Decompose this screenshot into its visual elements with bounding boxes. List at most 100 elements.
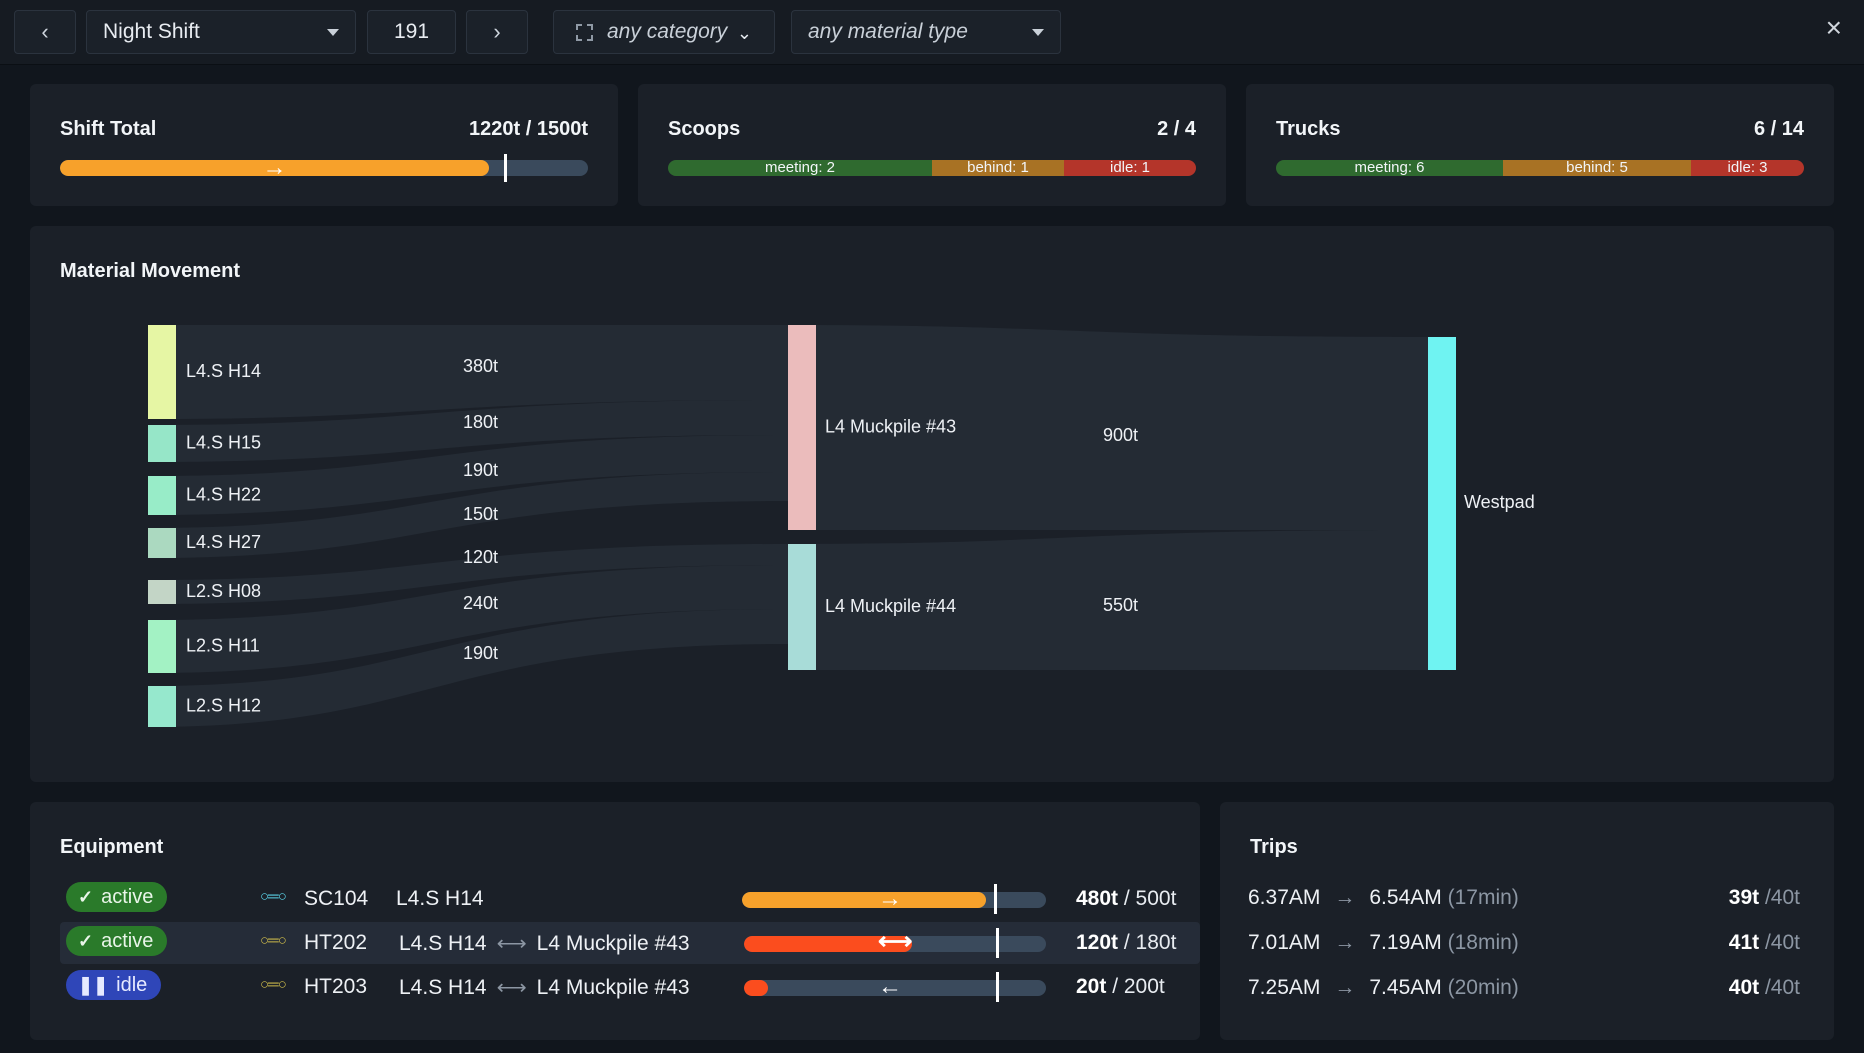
trip-duration: (18min) [1447, 931, 1519, 954]
trip-end: 6.54AM [1369, 886, 1442, 909]
truck-icon: ○═○ [260, 976, 287, 993]
trucks-status-bar: meeting: 6 behind: 5 idle: 3 [1276, 160, 1804, 176]
shift-total-progress-bar [60, 160, 588, 176]
equipment-progress-bar [744, 936, 1046, 952]
trip-duration: (17min) [1447, 886, 1519, 909]
status-label: active [101, 885, 154, 908]
flow-value-label: 190t [463, 460, 498, 480]
select-area-icon [576, 23, 593, 41]
route-from: L4.S H14 [399, 932, 487, 955]
trip-load-value: 40t [1728, 976, 1760, 999]
trip-start: 7.25AM [1248, 976, 1321, 999]
shift-total-progress-fill [60, 160, 489, 176]
material-movement-panel: Material Movement L4.S H14 380t L4.S H15 18… [30, 226, 1834, 782]
equipment-progress-bar [744, 980, 1046, 996]
trucks-count: 6 / 14 [1753, 118, 1804, 140]
scoops-count: 2 / 4 [1157, 118, 1196, 140]
equipment-progress-bar [742, 892, 1046, 908]
trip-capacity: /40t [1764, 931, 1800, 954]
source-node [148, 425, 176, 462]
trucks-title: Trucks [1276, 118, 1341, 140]
arrow-right-icon: → [1334, 886, 1356, 909]
trip-row[interactable]: 6.37AM → 6.54AM (17min) [1248, 886, 1708, 910]
source-node-label: L2.S H08 [186, 581, 261, 601]
route-from: L4.S H14 [399, 976, 487, 999]
equipment-route: L4.S H14 ⟷ L4 Muckpile #43 [399, 931, 690, 956]
trip-row[interactable]: 7.25AM → 7.45AM (20min) [1248, 976, 1708, 1000]
check-icon: ✓ [78, 886, 94, 907]
equipment-progress-fill [742, 892, 986, 908]
trip-load: 41t /40t [1729, 931, 1800, 955]
source-node-label: L2.S H12 [186, 695, 261, 715]
equipment-row[interactable]: ✓ active ○═○ SC104 L4.S H14 → 480t / 500… [60, 878, 1200, 920]
caret-down-icon [327, 29, 339, 36]
next-shift-button[interactable]: › [466, 10, 528, 54]
trip-load: 40t /40t [1729, 976, 1800, 1000]
scoop-icon: ○═○ [260, 888, 287, 905]
close-icon[interactable]: × [1825, 12, 1842, 43]
trip-end: 7.45AM [1369, 976, 1442, 999]
flow-value-label: 190t [463, 643, 498, 663]
trip-capacity: /40t [1764, 886, 1800, 909]
trip-start: 6.37AM [1248, 886, 1321, 909]
status-badge: ❚❚ idle [66, 970, 162, 1000]
truck-icon: ○═○ [260, 932, 287, 949]
flow-h15-to-mp43 [148, 400, 788, 462]
material-type-select[interactable]: any material type [791, 10, 1061, 54]
trip-row[interactable]: 7.01AM → 7.19AM (18min) [1248, 931, 1708, 955]
sankey-diagram: L4.S H14 380t L4.S H15 180t L4.S H22 190t L4.S… [148, 325, 1535, 727]
tonnage-target: / 200t [1112, 975, 1165, 998]
scoops-status-bar: meeting: 2 behind: 1 idle: 1 [668, 160, 1196, 176]
flow-h22-to-mp43 [148, 435, 788, 515]
chevron-right-icon: › [493, 19, 501, 44]
equipment-row[interactable]: ✓ active ○═○ HT202 L4.S H14 ⟷ L4 Muckpile … [60, 922, 1200, 964]
muckpile-node [788, 544, 816, 670]
source-node [148, 528, 176, 558]
flow-h12-to-mp44 [148, 609, 788, 727]
status-label: idle [116, 973, 148, 996]
flow-value-label: 120t [463, 547, 498, 567]
flow-h11-to-mp44 [148, 565, 788, 673]
muckpile-node-label: L4 Muckpile #44 [825, 596, 956, 616]
category-select[interactable]: any category ⌄ [553, 10, 775, 54]
flow-value-label: 150t [463, 504, 498, 524]
shift-select-value: Night Shift [103, 20, 200, 43]
trip-load-value: 39t [1728, 886, 1760, 909]
shift-number-field[interactable]: 191 [367, 10, 456, 54]
tonnage-target: / 180t [1123, 931, 1177, 954]
equipment-panel: Equipment ✓ active ○═○ SC104 L4.S H14 → … [30, 802, 1200, 1040]
source-node-label: L4.S H27 [186, 532, 261, 552]
arrow-right-icon: → [1334, 976, 1356, 999]
flow-h14-to-mp43 [148, 325, 788, 419]
trucks-behind-segment: behind: 5 [1503, 160, 1691, 176]
equipment-id: HT203 [304, 975, 368, 998]
shift-number-value: 191 [393, 20, 430, 43]
status-badge: ✓ active [66, 882, 168, 912]
previous-shift-button[interactable]: ‹ [14, 10, 76, 54]
trips-title: Trips [1250, 836, 1298, 858]
source-node-label: L4.S H14 [186, 361, 261, 381]
arrow-right-icon: → [1334, 931, 1356, 954]
source-node-label: L2.S H11 [186, 635, 260, 655]
source-node-label: L4.S H15 [186, 432, 261, 452]
equipment-title: Equipment [60, 836, 164, 858]
shift-select[interactable]: Night Shift [86, 10, 356, 54]
check-icon: ✓ [78, 930, 94, 951]
equipment-tonnage: 120t / 180t [1076, 931, 1176, 955]
material-movement-title: Material Movement [60, 260, 241, 282]
source-node [148, 620, 176, 673]
equipment-route: L4.S H14 [396, 887, 484, 911]
source-node [148, 686, 176, 727]
shift-target-marker [504, 154, 507, 182]
source-node [148, 325, 176, 419]
equipment-id: HT202 [304, 931, 368, 954]
tonnage-value: 20t [1076, 975, 1107, 998]
equipment-row[interactable]: ❚❚ idle ○═○ HT203 L4.S H14 ⟷ L4 Muckpile #… [60, 966, 1200, 1008]
flow-value-label: 180t [463, 412, 498, 432]
scoops-title: Scoops [668, 118, 741, 140]
trucks-idle-segment: idle: 3 [1691, 160, 1804, 176]
destination-node-label: Westpad [1464, 492, 1535, 512]
flow-h27-to-mp43 [148, 472, 788, 558]
target-marker [996, 972, 999, 1002]
tonnage-value: 480t [1076, 887, 1119, 910]
